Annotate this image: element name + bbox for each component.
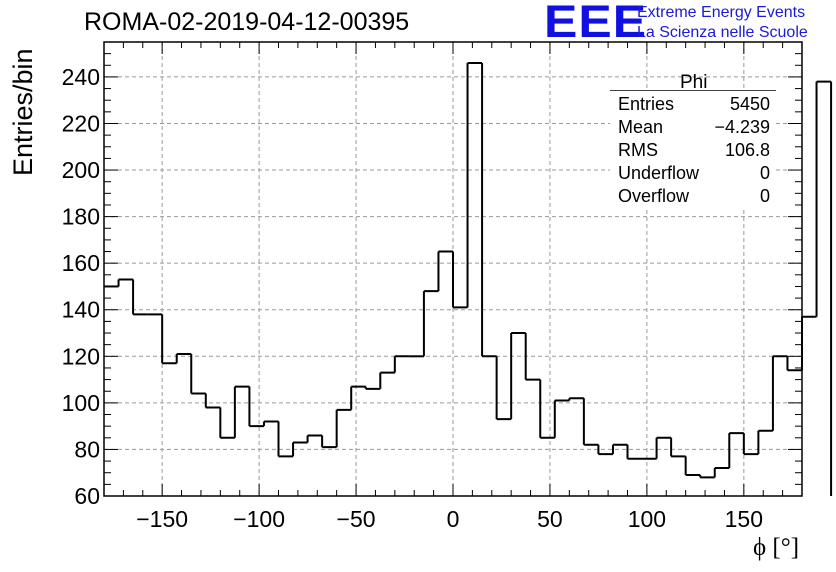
stats-row-overflow: Overflow 0: [618, 186, 770, 207]
y-tick-label: 220: [62, 110, 100, 136]
histogram-bin: [815, 80, 832, 317]
stats-value: 106.8: [724, 140, 770, 160]
histogram-bin: [306, 434, 323, 443]
chart-title: ROMA-02-2019-04-12-00395: [84, 8, 410, 36]
y-tick-label: 200: [62, 157, 100, 183]
histogram-bin: [117, 278, 134, 287]
histogram-bin: [321, 435, 337, 449]
histogram-bin: [713, 467, 730, 478]
histogram-bin: [553, 399, 570, 438]
y-tick-label: 60: [74, 483, 100, 509]
stats-row-mean: Mean −4.239: [618, 117, 770, 138]
stats-box-title: Phi: [680, 72, 708, 93]
x-tick-label: 50: [537, 506, 563, 532]
histogram-bin: [568, 397, 584, 401]
stats-label: Underflow: [618, 163, 700, 183]
stats-row-rms: RMS 106.8: [618, 140, 770, 161]
histogram-bin: [452, 251, 468, 309]
stats-label: Overflow: [618, 186, 690, 206]
stats-value: 5450: [729, 94, 770, 114]
histogram-bin: [437, 250, 453, 292]
stats-label: Entries: [618, 94, 675, 114]
histogram-bin: [393, 355, 410, 373]
y-tick-label: 180: [62, 204, 100, 230]
histogram-bin: [379, 371, 395, 389]
stats-label: RMS: [618, 140, 658, 160]
histogram-bin: [422, 290, 439, 357]
logo-tagline-2: La Scienza nelle Scuole: [637, 24, 808, 41]
stats-label: Mean: [618, 117, 664, 137]
eee-logo-text: EEE: [544, 0, 648, 47]
y-tick-label: 120: [62, 343, 100, 369]
stats-row-entries: Entries 5450: [618, 94, 770, 115]
stats-value: 0: [759, 186, 770, 206]
histogram-bin: [510, 332, 526, 420]
x-tick-label: −100: [233, 506, 285, 532]
y-tick-label: 140: [62, 297, 100, 323]
histogram-bin: [190, 353, 206, 395]
histogram-bin: [481, 62, 497, 358]
y-tick-label: 160: [62, 250, 100, 276]
histogram-bin: [597, 444, 613, 456]
histogram-bin: [626, 444, 643, 460]
x-tick-label: 150: [725, 506, 763, 532]
x-tick-label: −50: [337, 506, 376, 532]
stats-row-underflow: Underflow 0: [618, 163, 770, 184]
histogram-bin: [277, 421, 294, 458]
histogram-bin: [233, 385, 250, 438]
x-tick-label: −150: [136, 506, 188, 532]
histogram-bin: [670, 437, 686, 458]
histogram-bin: [335, 408, 352, 448]
stats-box-background: [610, 91, 776, 208]
histogram-bin: [350, 385, 366, 410]
y-tick-label: 100: [62, 390, 100, 416]
histogram-bin: [495, 356, 512, 421]
histogram-bin: [757, 429, 773, 455]
histogram-bin: [582, 398, 599, 446]
histogram-bin: [466, 61, 483, 308]
histogram-bin: [786, 356, 802, 372]
histogram-bin: [248, 386, 264, 428]
y-axis-label: Entries/bin: [8, 48, 38, 176]
histogram-bin: [364, 386, 381, 390]
histogram-bin: [655, 436, 672, 459]
histogram-bin: [524, 333, 541, 381]
histogram-bin: [175, 352, 192, 364]
stats-value: −4.239: [714, 117, 770, 137]
histogram-bin: [204, 393, 221, 409]
histogram-bin: [742, 433, 759, 456]
y-tick-label: 80: [74, 436, 100, 462]
x-axis-label: ϕ [°]: [753, 534, 800, 561]
logo-tagline-1: Extreme Energy Events: [637, 4, 806, 21]
histogram-bin: [539, 379, 555, 439]
histogram-bin: [219, 407, 235, 439]
histogram-bin: [728, 432, 744, 469]
histogram-bin: [771, 355, 788, 431]
stats-value: 0: [759, 163, 770, 183]
x-tick-label: 100: [628, 506, 666, 532]
histogram-bin: [132, 279, 148, 316]
eee-logo: EEE: [544, 0, 647, 44]
histogram-bin: [611, 443, 628, 455]
histogram-bin: [699, 475, 715, 479]
histogram-bin: [684, 456, 701, 477]
histogram-bin: [292, 441, 308, 457]
y-tick-label: 240: [62, 64, 100, 90]
histogram-bin: [161, 314, 177, 365]
histogram-bin: [801, 315, 817, 371]
x-tick-label: 0: [447, 506, 460, 532]
histogram-bin: [262, 420, 279, 427]
